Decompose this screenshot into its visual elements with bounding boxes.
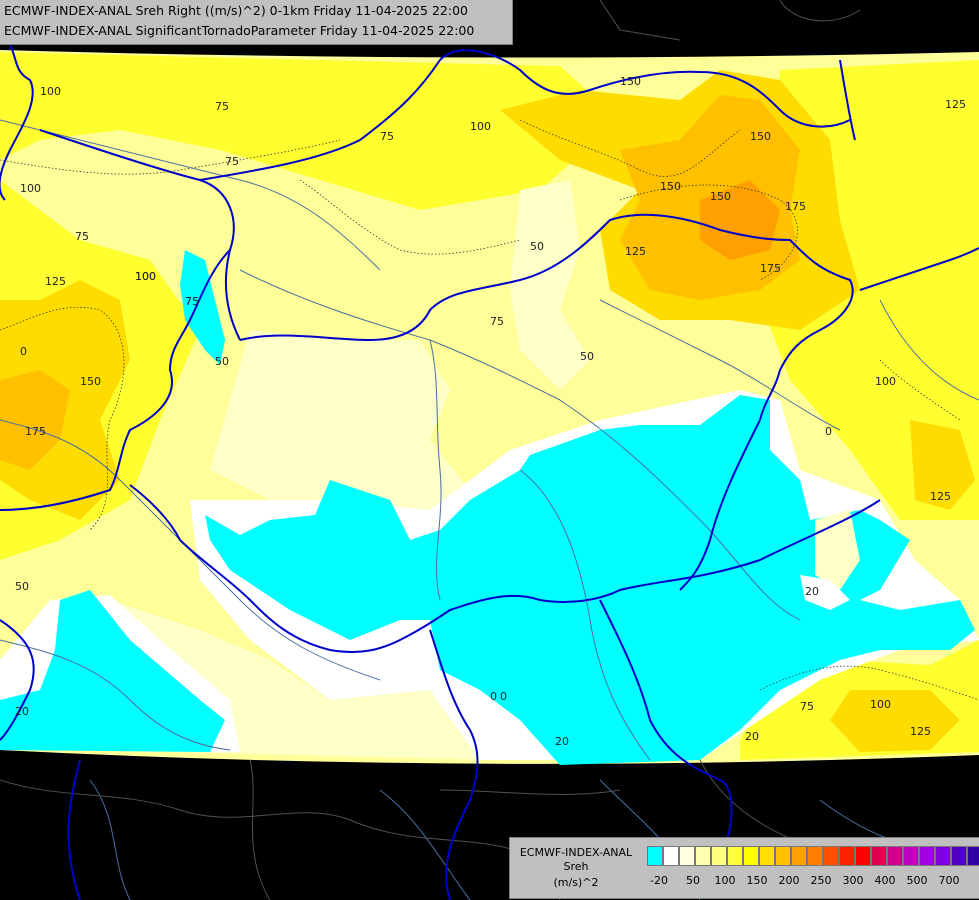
contour-label: 0 [825, 425, 832, 438]
contour-label: 100 [40, 85, 61, 98]
legend-tick-label: 100 [714, 874, 736, 887]
field-pale-island-2 [800, 575, 850, 610]
legend-tick-label: -20 [650, 874, 668, 887]
contour-label: 150 [710, 190, 731, 203]
contour-label: 0 [20, 345, 27, 358]
field-cyan-center [205, 395, 975, 765]
contour-label: 75 [800, 700, 814, 713]
legend-title-unit: (m/s)^2 [553, 876, 599, 889]
legend-tick-label: 700 [938, 874, 960, 887]
legend-swatch [727, 846, 743, 866]
contour-label: 75 [185, 295, 199, 308]
contour-label: 20 [15, 705, 29, 718]
legend-swatch [647, 846, 663, 866]
legend-tick-label: 200 [778, 874, 800, 887]
contour-label: 100 [20, 182, 41, 195]
contour-label: 100 [875, 375, 896, 388]
field-pale-north-center [510, 180, 590, 390]
field-pale-island [815, 510, 860, 590]
contour-label: 20 [805, 585, 819, 598]
contour-label: 175 [785, 200, 806, 213]
legend-swatch [807, 846, 823, 866]
legend-swatch [935, 846, 951, 866]
color-legend: ECMWF-INDEX-ANAL Sreh (m/s)^2 -20 50 100 15… [509, 837, 979, 899]
contour-label: 75 [490, 315, 504, 328]
contour-label: 75 [215, 100, 229, 113]
field-orange-west [0, 370, 70, 470]
contour-label: 175 [760, 262, 781, 275]
contour-label: 150 [80, 375, 101, 388]
header-panel: ECMWF-INDEX-ANAL Sreh Right ((m/s)^2) 0-… [0, 0, 513, 45]
field-pale-center [210, 330, 470, 530]
field-gold-southeast [830, 690, 960, 752]
legend-swatch [855, 846, 871, 866]
contour-label: 0 [500, 690, 507, 703]
legend-title-field: Sreh [563, 860, 589, 873]
contour-labels: 100 75 75 100 125 75 100 150 175 50 75 50 150 125 150 1… [15, 75, 966, 748]
legend-swatch [887, 846, 903, 866]
header-title-stp: ECMWF-INDEX-ANAL SignificantTornadoParam… [4, 23, 475, 38]
legend-title-model: ECMWF-INDEX-ANAL [519, 846, 633, 859]
header-title-sreh: ECMWF-INDEX-ANAL Sreh Right ((m/s)^2) 0-… [4, 3, 468, 18]
legend-tick-label: 50 [686, 874, 700, 887]
legend-swatch [695, 846, 711, 866]
legend-tick-label: 300 [842, 874, 864, 887]
contour-label: 75 [75, 230, 89, 243]
field-orange-core [700, 180, 780, 260]
contour-label: 125 [45, 275, 66, 288]
field-cyan-southwest [0, 590, 225, 752]
legend-swatch [903, 846, 919, 866]
legend-swatch [919, 846, 935, 866]
contour-label: 50 [15, 580, 29, 593]
national-borders [0, 29, 979, 900]
field-gold-east [910, 420, 975, 510]
contour-label: 20 [745, 730, 759, 743]
contour-label: 75 [225, 155, 239, 168]
contour-label: 125 [910, 725, 931, 738]
legend-swatch [967, 846, 979, 866]
legend-swatch [791, 846, 807, 866]
field-yellow-north [0, 52, 620, 210]
legend-swatch [951, 846, 967, 866]
contour-label: 100 [135, 270, 156, 283]
contour-label: 175 [25, 425, 46, 438]
legend-tick-label: 150 [746, 874, 768, 887]
legend-swatch [743, 846, 759, 866]
contour-label: 100 [135, 270, 156, 283]
contour-lines [0, 119, 979, 701]
contour-label: 0 [490, 690, 497, 703]
legend-swatch [711, 846, 727, 866]
contour-label: 100 [470, 120, 491, 133]
contour-label: 125 [625, 245, 646, 258]
legend-swatch [871, 846, 887, 866]
contour-label: 125 [945, 98, 966, 111]
legend-swatch [775, 846, 791, 866]
contour-label: 125 [930, 490, 951, 503]
contour-label: 50 [215, 355, 229, 368]
contour-label: 150 [660, 180, 681, 193]
legend-tick-label: 400 [874, 874, 896, 887]
contour-label: 50 [580, 350, 594, 363]
contour-label: 50 [530, 240, 544, 253]
contour-label: 100 [870, 698, 891, 711]
legend-ticks: -20 50 100 150 200 250 300 400 500 700 [647, 874, 977, 888]
contour-label: 150 [750, 130, 771, 143]
contour-label: 20 [555, 735, 569, 748]
legend-swatch [823, 846, 839, 866]
legend-tick-label: 250 [810, 874, 832, 887]
legend-tick-label: 500 [906, 874, 928, 887]
contour-label: 150 [620, 75, 641, 88]
contour-label: 75 [380, 130, 394, 143]
legend-swatch [663, 846, 679, 866]
legend-swatch [759, 846, 775, 866]
legend-swatches [647, 846, 979, 866]
legend-swatch [839, 846, 855, 866]
field-cyan-lake [180, 250, 225, 365]
legend-swatch [679, 846, 695, 866]
